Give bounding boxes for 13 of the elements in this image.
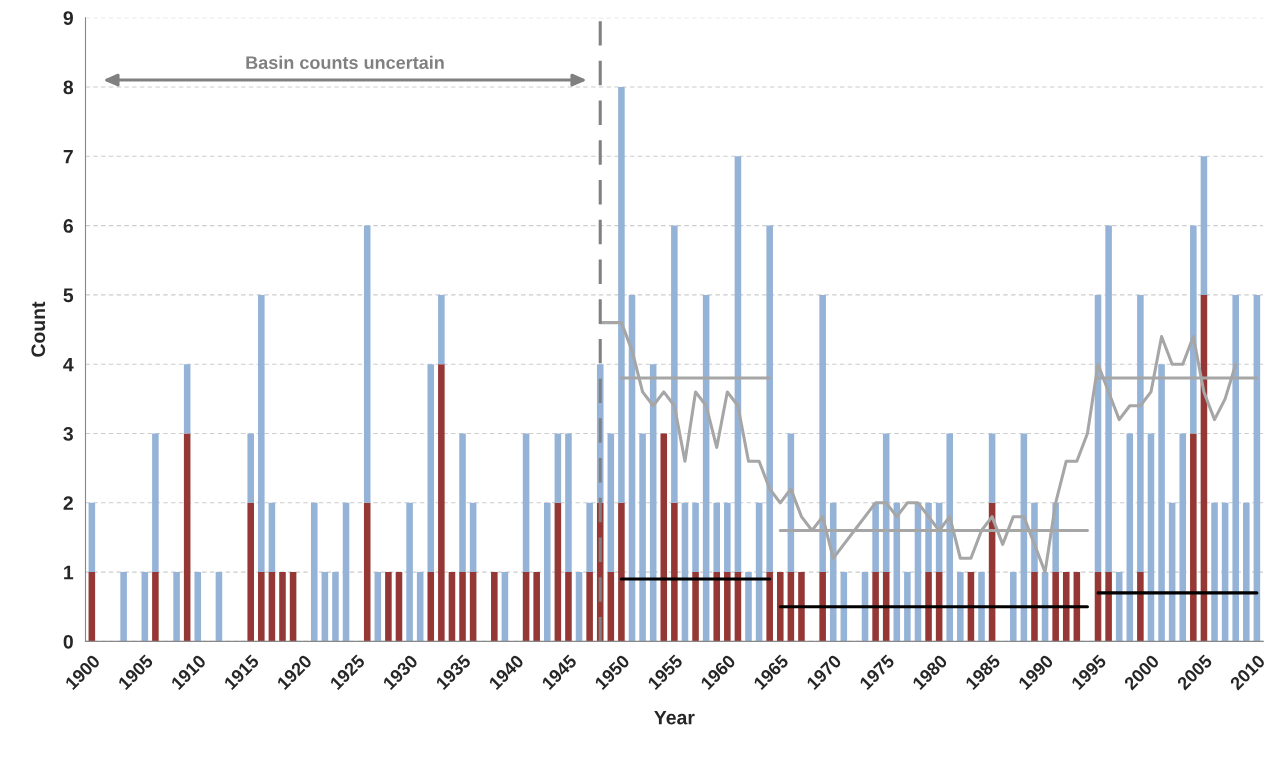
y-tick-label: 5 (63, 288, 74, 303)
y-tick-label: 3 (63, 426, 73, 441)
y-axis-title: Count (31, 301, 46, 357)
x-axis-title: Year (654, 710, 695, 725)
y-tick-label: 1 (64, 565, 74, 580)
y-tick-label: 8 (63, 80, 74, 95)
annotation: Basin counts uncertain (246, 55, 444, 70)
y-tick-label: 6 (63, 219, 73, 233)
y-tick-label: 9 (63, 11, 73, 25)
y-tick-label: 2 (63, 496, 73, 510)
y-tick-label: 0 (63, 634, 73, 649)
y-tick-label: 7 (63, 149, 73, 164)
y-tick-label: 4 (63, 357, 74, 372)
